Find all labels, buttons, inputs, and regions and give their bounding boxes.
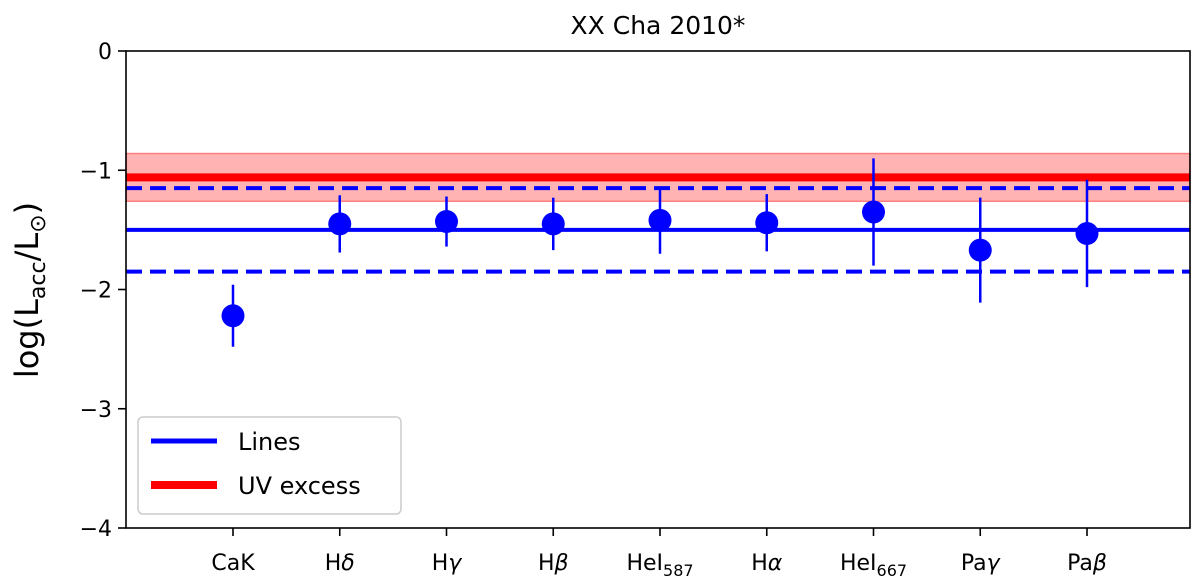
y-axis: 0 −1 −2 −3 −4 <box>80 40 126 542</box>
data-point <box>328 212 352 236</box>
chart-title: XX Cha 2010* <box>571 11 746 40</box>
x-axis: CaK Hδ Hγ Hβ HeI587 Hα HeI667 Paγ Paβ <box>211 528 1107 580</box>
y-tick-label: −2 <box>80 279 112 304</box>
y-tick-label: −1 <box>80 159 112 184</box>
y-axis-label-sub-sun: ⊙ <box>26 214 51 232</box>
x-tick-label: HeI667 <box>840 551 907 580</box>
data-point <box>648 208 672 232</box>
x-tick-label: Paγ <box>961 551 1001 576</box>
y-axis-label-main: log(L <box>8 299 46 378</box>
x-tick-label: Hβ <box>538 551 569 576</box>
data-point <box>221 304 245 328</box>
data-point <box>755 211 779 235</box>
x-tick-label: HeI587 <box>626 551 693 580</box>
data-point <box>862 200 885 224</box>
y-axis-label-mid: /L <box>8 233 46 262</box>
y-tick-label: −3 <box>80 398 112 423</box>
data-point <box>435 210 458 234</box>
y-tick-label: 0 <box>98 40 112 65</box>
legend-label-lines: Lines <box>238 428 301 456</box>
data-point <box>1075 221 1099 245</box>
x-tick-label: CaK <box>211 551 255 576</box>
x-tick-label: Hγ <box>432 551 463 576</box>
data-point <box>968 238 992 262</box>
y-axis-label: log(Lacc/L⊙) <box>8 202 51 378</box>
x-tick-label: Hα <box>751 551 783 576</box>
y-axis-label-sub-acc: acc <box>26 261 51 299</box>
x-tick-label: Hδ <box>325 551 355 576</box>
legend: Lines UV excess <box>137 416 402 515</box>
y-tick-label: −4 <box>80 517 112 542</box>
svg-text:log(Lacc/L⊙): log(Lacc/L⊙) <box>8 202 51 378</box>
y-axis-label-end: ) <box>8 202 46 214</box>
x-tick-label: Paβ <box>1067 551 1107 576</box>
legend-label-uv: UV excess <box>238 472 361 500</box>
plot-frame <box>125 50 1191 529</box>
data-point <box>541 212 565 236</box>
plot-area <box>125 152 1191 347</box>
